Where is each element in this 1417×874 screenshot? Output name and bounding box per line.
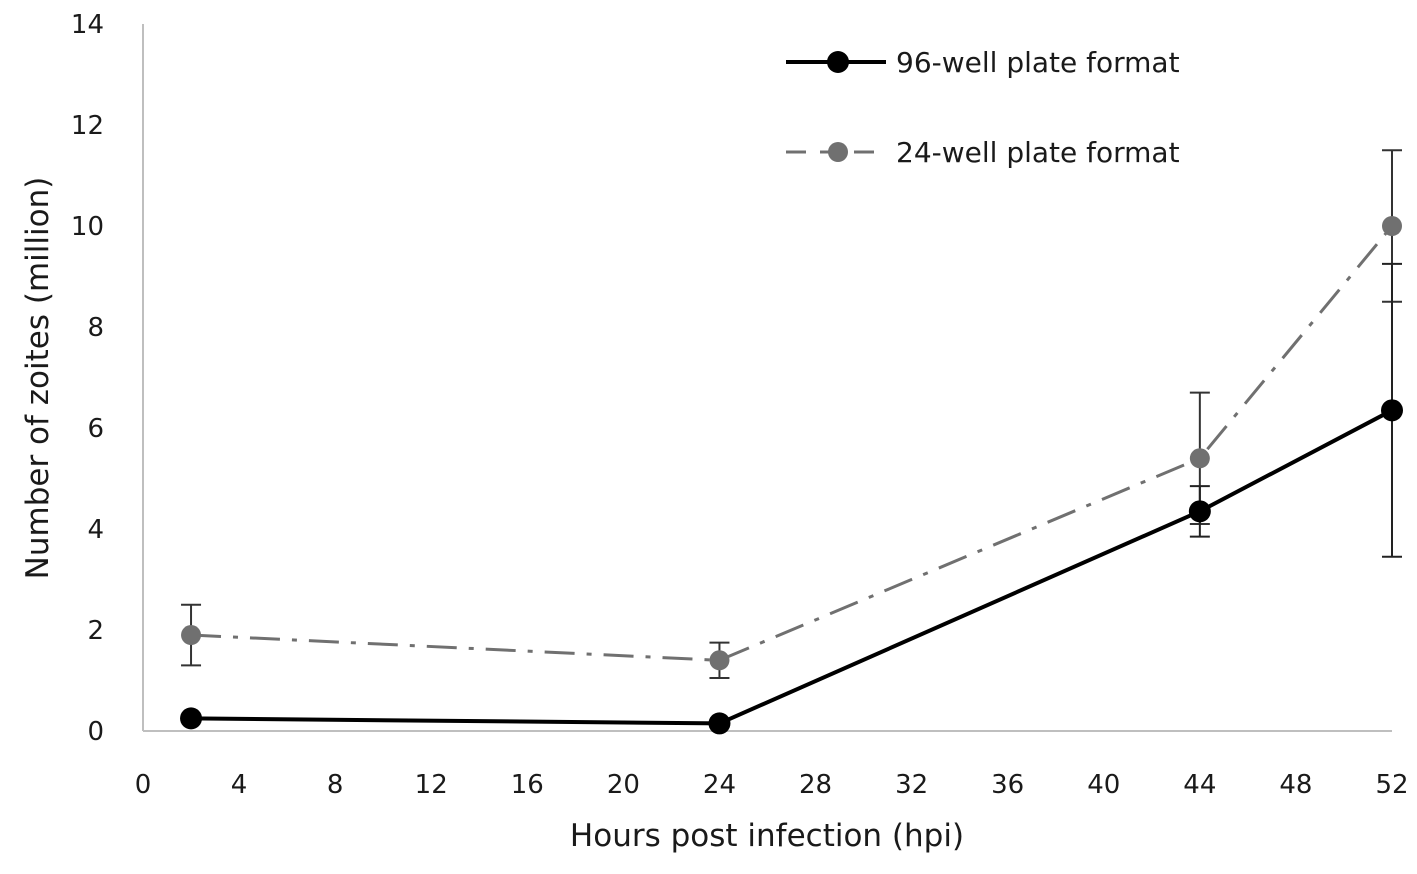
series-2 <box>181 150 1402 678</box>
series-layer <box>180 150 1403 734</box>
x-tick-label: 28 <box>799 770 832 800</box>
chart: 02468101214 0 4 8 12 16 20 24 28 32 36 40 44 48 52 Ho… <box>0 0 1417 874</box>
x-ticks: 0 4 8 12 16 20 24 28 32 36 40 44 48 52 <box>135 770 1409 800</box>
data-point <box>180 707 202 729</box>
axes <box>143 24 1392 731</box>
legend-label: 24-well plate format <box>896 136 1180 169</box>
y-tick-label: 4 <box>87 515 104 545</box>
data-point <box>1382 216 1402 236</box>
y-tick-label: 10 <box>71 212 104 242</box>
x-tick-label: 16 <box>511 770 544 800</box>
legend-label: 96-well plate format <box>896 46 1180 79</box>
y-tick-label: 14 <box>71 10 104 40</box>
x-tick-label: 8 <box>327 770 344 800</box>
y-axis-title: Number of zoites (million) <box>20 177 56 580</box>
y-tick-label: 0 <box>87 717 104 747</box>
x-tick-label: 48 <box>1279 770 1312 800</box>
series-line <box>191 226 1392 660</box>
x-tick-label: 36 <box>991 770 1024 800</box>
data-point <box>708 712 730 734</box>
legend-marker <box>828 142 848 162</box>
x-tick-label: 44 <box>1183 770 1216 800</box>
legend-marker <box>827 51 849 73</box>
data-point <box>1381 399 1403 421</box>
y-tick-label: 2 <box>87 616 104 646</box>
data-point <box>1190 448 1210 468</box>
x-tick-label: 0 <box>135 770 152 800</box>
y-tick-label: 8 <box>87 313 104 343</box>
x-axis-title: Hours post infection (hpi) <box>570 818 964 854</box>
y-tick-label: 6 <box>87 414 104 444</box>
x-tick-label: 20 <box>607 770 640 800</box>
x-tick-label: 32 <box>895 770 928 800</box>
x-tick-label: 40 <box>1087 770 1120 800</box>
y-ticks: 0 2 4 6 8 10 12 14 <box>71 10 104 747</box>
x-tick-label: 4 <box>231 770 248 800</box>
x-tick-label: 24 <box>703 770 736 800</box>
legend: 96-well plate format 24-well plate format <box>786 46 1180 169</box>
x-tick-label: 52 <box>1375 770 1408 800</box>
x-tick-label: 12 <box>415 770 448 800</box>
data-point <box>1189 500 1211 522</box>
data-point <box>181 625 201 645</box>
series-1 <box>180 264 1403 735</box>
data-point <box>709 650 729 670</box>
y-tick-label: 12 <box>71 111 104 141</box>
series-line <box>191 410 1392 723</box>
